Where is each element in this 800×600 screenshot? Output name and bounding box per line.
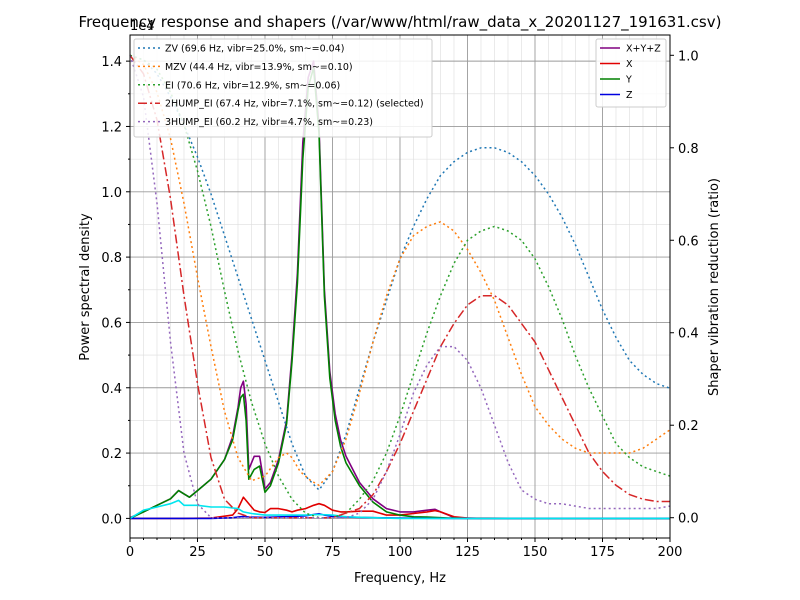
legend-entry: 2HUMP_EI (67.4 Hz, vibr=7.1%, sm~=0.12) …	[165, 99, 424, 110]
x-tick-label: 150	[523, 545, 548, 560]
y2-axis-label: Shaper vibration reduction (ratio)	[707, 178, 722, 396]
legend-entry: Z	[626, 90, 633, 101]
x-tick-label: 0	[126, 545, 134, 560]
axes: 0 25 50 75 100 125 150 175 200 0.0 0.2 0.4 0.6 0.8 1.0…	[101, 49, 698, 560]
x-tick-label: 200	[658, 545, 683, 560]
legend-entry: X+Y+Z	[626, 44, 661, 55]
x-tick-label: 100	[388, 545, 413, 560]
chart-title: Frequency response and shapers (/var/www…	[79, 13, 722, 32]
legend-box	[595, 38, 667, 108]
y-tick-label: 0.6	[101, 316, 122, 331]
y-tick-label: 1.0	[101, 186, 122, 201]
x-tick-label: 50	[257, 545, 274, 560]
psd-series-line	[130, 496, 670, 520]
shaper-series-line	[129, 54, 671, 519]
y-tick-label: 1.2	[101, 120, 122, 135]
shaper-series-line	[129, 55, 671, 519]
y-tick-label: 0.0	[101, 512, 122, 527]
y2-tick-label: 0.2	[678, 419, 699, 434]
y2-tick-label: 0.8	[678, 142, 699, 157]
x-tick-label: 175	[590, 545, 615, 560]
psd-series-line	[129, 66, 670, 520]
y-tick-label: 0.8	[101, 251, 122, 266]
psd-series-layer	[129, 60, 670, 520]
x-axis-label: Frequency, Hz	[354, 571, 446, 586]
y2-tick-label: 0.4	[678, 327, 699, 342]
x-tick-label: 25	[189, 545, 206, 560]
y-tick-label: 1.4	[101, 55, 122, 70]
y-axis-label: Power spectral density	[78, 213, 93, 361]
shaper-series-line	[129, 54, 670, 519]
shaper-series-line	[129, 54, 671, 487]
legend-entry: ZV (69.6 Hz, vibr=25.0%, sm~=0.04)	[165, 44, 344, 55]
y-tick-label: 0.2	[101, 447, 122, 462]
legend-box	[133, 38, 433, 138]
y2-tick-label: 1.0	[678, 49, 699, 64]
legend-entry: EI (70.6 Hz, vibr=12.9%, sm~=0.06)	[165, 80, 340, 91]
legend-entry: X	[626, 59, 633, 70]
psd-series-line	[129, 499, 670, 520]
legend-entry: Y	[625, 75, 632, 86]
y-exponent-label: 1e4	[130, 19, 155, 34]
shaper-series-layer	[129, 54, 671, 519]
y-tick-label: 0.4	[101, 382, 122, 397]
y2-tick-label: 0.0	[678, 512, 699, 527]
y2-tick-label: 0.6	[678, 234, 699, 249]
legend-axes: X+Y+Z XYZ	[595, 38, 667, 108]
legend-entry: MZV (44.4 Hz, vibr=13.9%, sm~=0.10)	[165, 62, 353, 73]
legend-shapers: ZV (69.6 Hz, vibr=25.0%, sm~=0.04) MZV (4…	[133, 38, 433, 138]
x-tick-label: 125	[455, 545, 480, 560]
legend-entry: 3HUMP_EI (60.2 Hz, vibr=4.7%, sm~=0.23)	[165, 117, 373, 128]
x-tick-label: 75	[324, 545, 341, 560]
